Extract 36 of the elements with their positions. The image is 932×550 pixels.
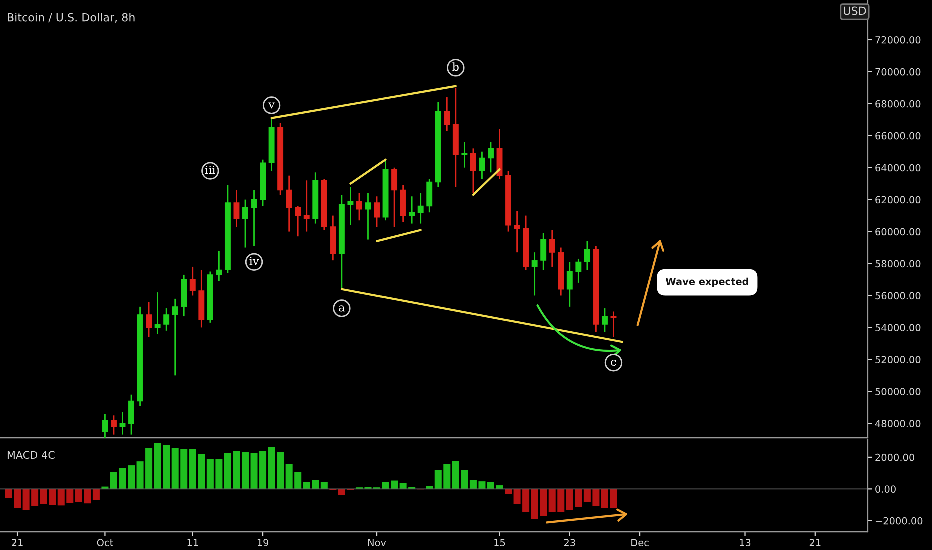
- annotation: iv: [250, 257, 260, 266]
- x-tick-label: 23: [564, 539, 576, 546]
- annotation: v: [268, 102, 275, 109]
- text: Bitcoin / U.S. Dollar, 8h: [8, 13, 135, 23]
- x-tick-label: 11: [188, 539, 198, 546]
- x-tick-label: 21: [810, 539, 821, 546]
- y-tick-label: 52000.00: [876, 356, 921, 364]
- x-tick-label: 15: [494, 539, 506, 546]
- y-tick-label: 56000.00: [876, 292, 921, 300]
- y-tick-label: 66000.00: [876, 132, 921, 140]
- x-tick-label: 19: [258, 539, 269, 546]
- y-tick-label: 64000.00: [876, 164, 921, 172]
- y-tick-label: 72000.00: [876, 36, 921, 44]
- x-tick-label: Dec: [632, 539, 649, 546]
- annotation: Wave expected: [666, 278, 748, 288]
- y-tick-label: 50000.00: [876, 388, 921, 396]
- annotation: USD: [844, 6, 866, 16]
- annotation: a: [339, 306, 345, 312]
- y-tick-label: 48000.00: [875, 420, 921, 428]
- y-tick-label: 58000.00: [876, 260, 921, 268]
- y-tick-label: 62000.00: [876, 196, 921, 204]
- x-tick-label: 13: [740, 539, 751, 546]
- annotation: b: [452, 62, 459, 72]
- x-tick-label: Nov: [368, 539, 386, 546]
- y-tick-label: 0.00: [876, 486, 896, 494]
- y-tick-label: 60000.00: [876, 228, 921, 236]
- y-tick-label: −2000.00: [876, 517, 923, 525]
- y-tick-label: 68000.00: [876, 100, 921, 108]
- annotation: iii: [205, 166, 216, 174]
- annotation: c: [611, 360, 616, 366]
- y-tick-label: 2000.00: [876, 454, 915, 462]
- text: MACD 4C: [8, 451, 55, 460]
- y-tick-label: 70000.00: [876, 68, 921, 76]
- x-tick-label: Oct: [97, 539, 114, 546]
- x-tick-label: 21: [12, 539, 23, 546]
- y-tick-label: 54000.00: [876, 324, 921, 332]
